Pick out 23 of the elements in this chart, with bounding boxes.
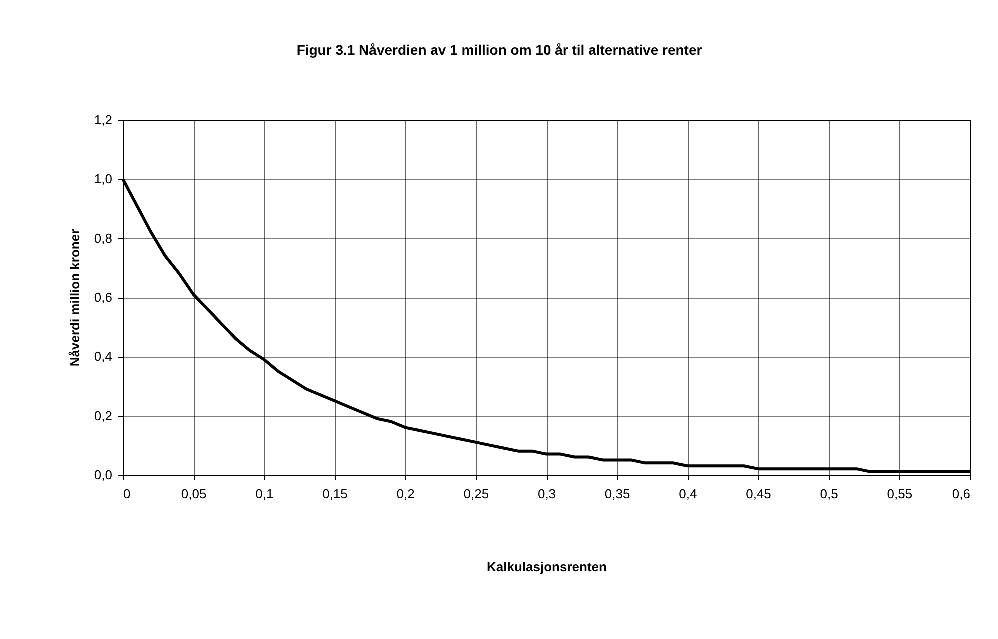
x-tick-label: 0 bbox=[124, 486, 131, 502]
x-tick-label: 0,25 bbox=[464, 486, 490, 502]
y-axis-title: Nåverdi million kroner bbox=[67, 229, 82, 367]
x-tick-label: 0,55 bbox=[887, 486, 913, 502]
y-tick-label: 0,0 bbox=[94, 468, 112, 482]
x-tick-label: 0,05 bbox=[181, 486, 207, 502]
x-tick-label: 0,5 bbox=[820, 486, 838, 502]
x-axis-title: Kalkulasjonsrenten bbox=[487, 560, 608, 574]
y-tick-label: 0,4 bbox=[94, 349, 112, 364]
x-tick-label: 0,15 bbox=[322, 486, 348, 502]
y-tick-label: 1,0 bbox=[94, 172, 112, 187]
x-tick-label: 0,6 bbox=[952, 486, 970, 502]
y-tick-label: 0,2 bbox=[94, 408, 112, 424]
y-tick-label: 1,2 bbox=[94, 112, 112, 128]
y-tick-label: 0,6 bbox=[94, 290, 112, 305]
x-tick-label: 0,45 bbox=[746, 486, 772, 502]
x-tick-label: 0,3 bbox=[538, 486, 556, 502]
x-tick-label: 0,4 bbox=[679, 486, 698, 502]
x-tick-label: 0,1 bbox=[256, 486, 274, 502]
x-tick-label: 0,2 bbox=[396, 486, 415, 502]
x-tick-label: 0,35 bbox=[604, 486, 630, 502]
y-tick-label: 0,8 bbox=[94, 230, 112, 246]
chart-title: Figur 3.1 Nåverdien av 1 million om 10 år til alternative renter bbox=[296, 42, 703, 58]
